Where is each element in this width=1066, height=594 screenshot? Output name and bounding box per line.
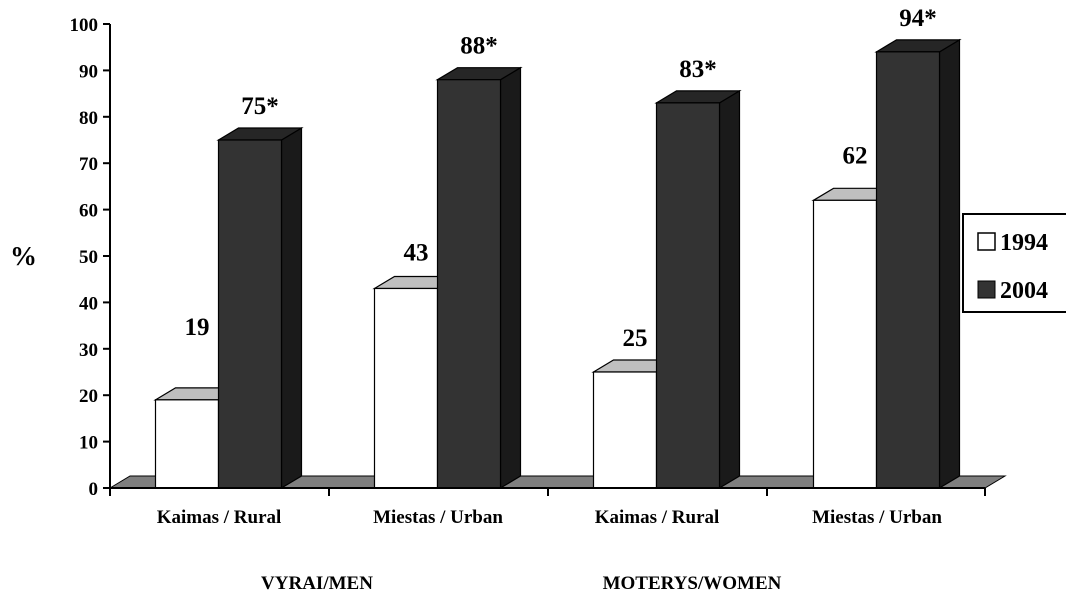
bar-front — [812, 199, 878, 489]
legend-swatch-2004 — [977, 280, 996, 299]
bar-front — [436, 79, 502, 489]
bar-front — [217, 139, 283, 489]
y-tick-label: 60 — [79, 201, 98, 222]
y-tick-label: 50 — [79, 247, 98, 268]
data-label-1994-3: 25 — [623, 325, 648, 352]
bar-front — [875, 51, 941, 489]
data-label-1994-4: 62 — [843, 142, 868, 169]
bar-front — [592, 371, 658, 489]
legend-swatch-1994 — [977, 232, 996, 251]
data-label-2004-1: 75* — [241, 93, 279, 120]
data-label-1994-2: 43 — [404, 239, 429, 266]
y-tick-label: 100 — [70, 15, 99, 36]
category-labels: Kaimas / Rural Miestas / Urban Kaimas / Ru… — [157, 507, 943, 528]
y-tick-label: 90 — [79, 61, 98, 82]
data-labels: 19 43 25 62 75* 88* 83* 94* — [185, 5, 937, 352]
legend-label-2004: 2004 — [1000, 278, 1048, 304]
bar-front — [373, 287, 439, 489]
data-label-1994-1: 19 — [185, 314, 210, 341]
y-tick-label: 70 — [79, 154, 98, 175]
y-tick-label: 80 — [79, 108, 98, 129]
bar-side — [280, 126, 303, 490]
legend-label-1994: 1994 — [1000, 230, 1048, 256]
data-label-2004-2: 88* — [460, 33, 498, 60]
bar-front — [154, 399, 220, 489]
bar-2004-1 — [216, 126, 304, 490]
y-tick-label: 40 — [79, 293, 98, 314]
data-label-2004-3: 83* — [679, 56, 717, 83]
y-axis: 0 10 20 30 40 50 60 70 80 90 100 — [70, 15, 111, 500]
bar-front — [655, 102, 721, 489]
data-label-2004-4: 94* — [899, 5, 937, 32]
category-label-4: Miestas / Urban — [812, 507, 942, 528]
bar-2004-2 — [435, 66, 523, 490]
legend: 1994 2004 — [962, 213, 1066, 313]
category-label-2: Miestas / Urban — [373, 507, 503, 528]
y-tick-label: 20 — [79, 386, 98, 407]
bar-2004-3 — [654, 89, 742, 490]
y-axis-label: % — [10, 241, 37, 271]
y-tick-label: 10 — [79, 433, 98, 454]
y-tick-label: 0 — [89, 479, 99, 500]
bar-side — [938, 38, 961, 490]
category-label-1: Kaimas / Rural — [157, 507, 282, 528]
bar-side — [499, 66, 522, 490]
bar-side — [718, 89, 741, 490]
group-label-women: MOTERYS/WOMEN — [603, 573, 782, 594]
bar-2004-4 — [874, 38, 962, 490]
bars — [153, 38, 962, 490]
group-label-men: VYRAI/MEN — [261, 573, 373, 594]
y-tick-label: 30 — [79, 340, 98, 361]
x-axis — [109, 487, 986, 496]
category-label-3: Kaimas / Rural — [595, 507, 720, 528]
